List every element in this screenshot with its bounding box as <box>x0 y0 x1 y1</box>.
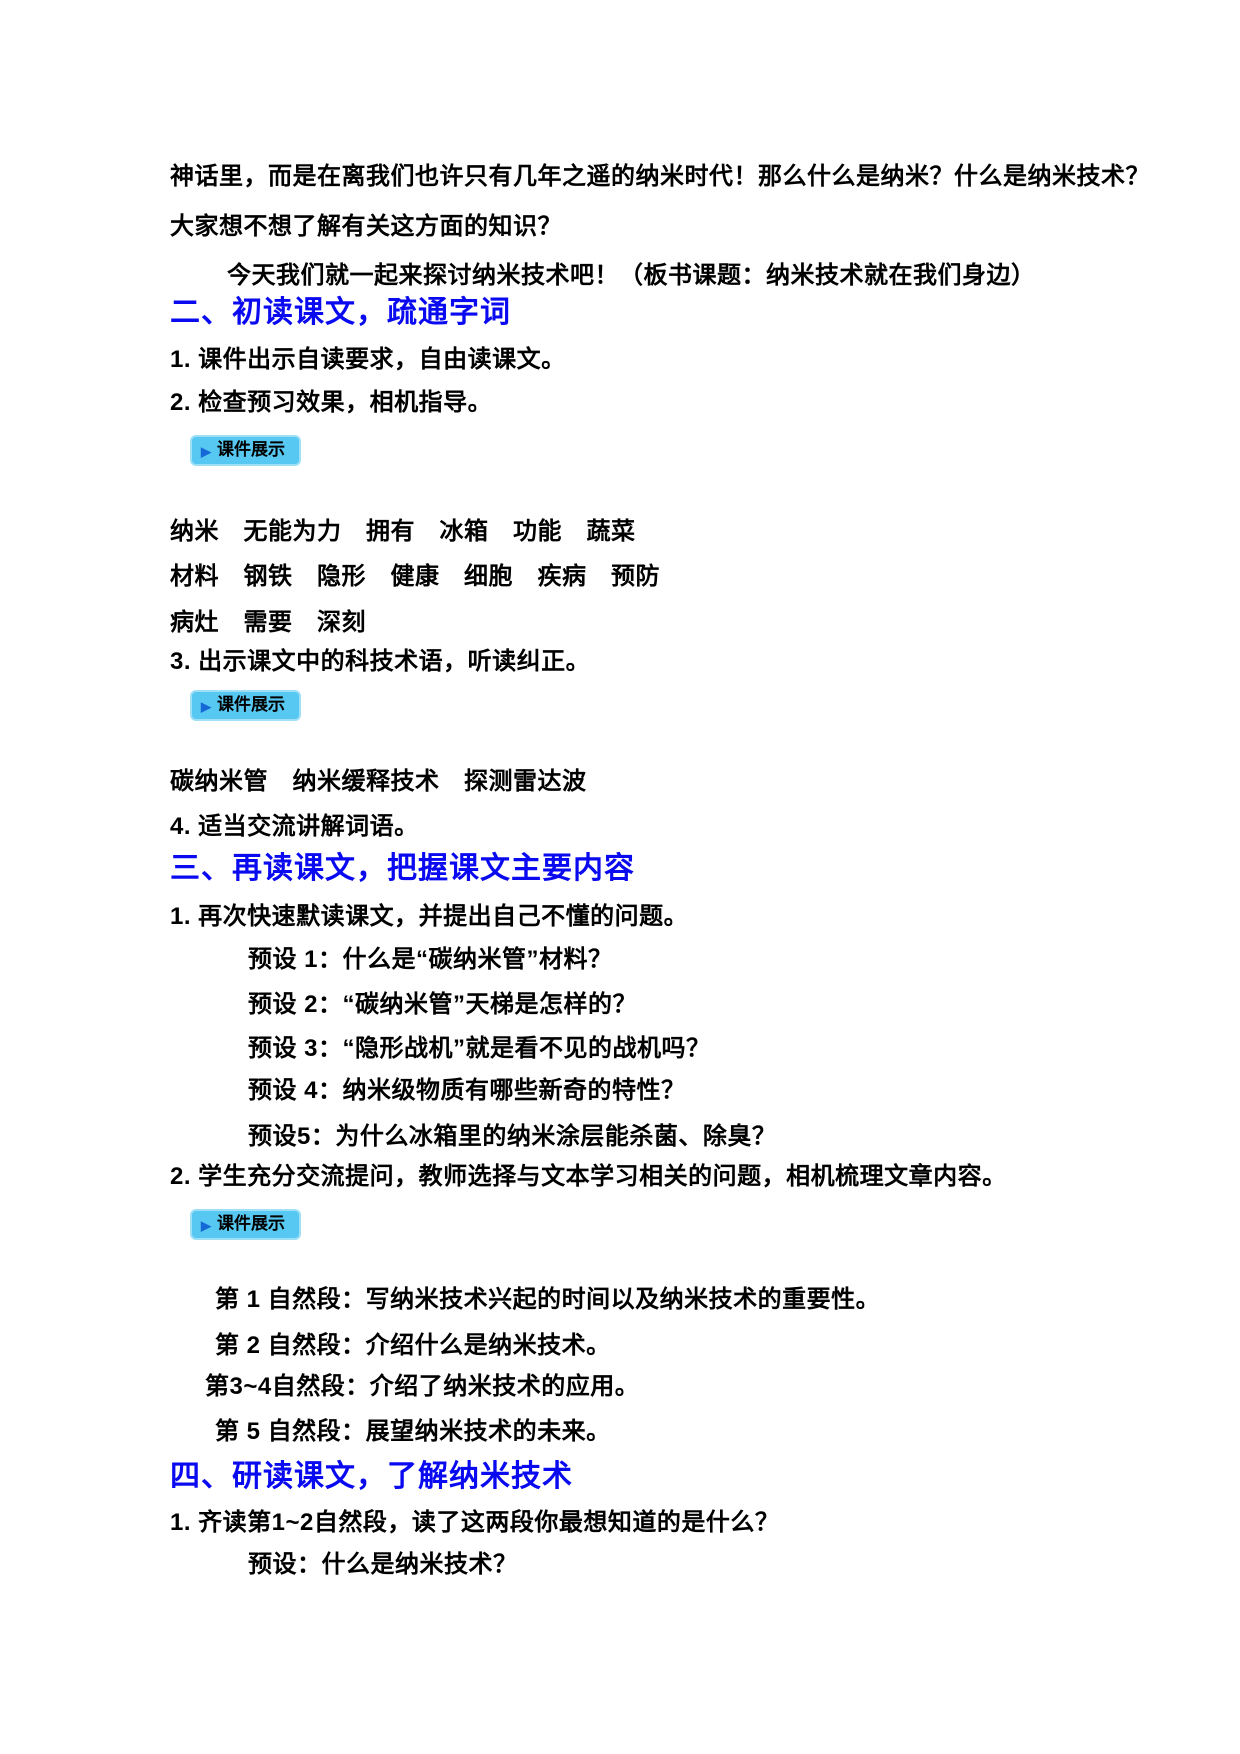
section-2-item-2: 2. 检查预习效果，相机指导。 <box>170 389 493 416</box>
segment-summary-2: 第 2 自然段：介绍什么是纳米技术。 <box>215 1332 611 1359</box>
segment-summary-3: 第3~4自然段：介绍了纳米技术的应用。 <box>205 1373 640 1400</box>
section-3-heading: 三、再读课文，把握课文主要内容 <box>170 852 635 885</box>
courseware-badge-label: 课件展示 <box>217 440 285 459</box>
segment-summary-4: 第 5 自然段：展望纳米技术的未来。 <box>215 1418 611 1445</box>
intro-line-1: 神话里，而是在离我们也许只有几年之遥的纳米时代！那么什么是纳米？什么是纳米技术？ <box>170 163 1150 190</box>
play-icon: ▶ <box>201 698 211 714</box>
word-row-1: 纳米 无能为力 拥有 冰箱 功能 蔬菜 <box>170 518 636 545</box>
section-3-item-1: 1. 再次快速默读课文，并提出自己不懂的问题。 <box>170 903 689 930</box>
tech-terms-row: 碳纳米管 纳米缓释技术 探测雷达波 <box>170 768 587 795</box>
section-2-item-3: 3. 出示课文中的科技术语，听读纠正。 <box>170 648 591 675</box>
section-2-heading: 二、初读课文，疏通字词 <box>170 296 511 329</box>
intro-line-3: 今天我们就一起来探讨纳米技术吧！（板书课题：纳米技术就在我们身边） <box>227 262 1036 289</box>
play-icon: ▶ <box>201 443 211 459</box>
play-icon: ▶ <box>201 1217 211 1233</box>
courseware-badge-1: ▶ 课件展示 <box>190 435 301 467</box>
word-row-2: 材料 钢铁 隐形 健康 细胞 疾病 预防 <box>170 563 660 590</box>
courseware-badge-label: 课件展示 <box>217 1214 285 1233</box>
section-4-heading: 四、研读课文，了解纳米技术 <box>170 1460 573 1493</box>
segment-summary-1: 第 1 自然段：写纳米技术兴起的时间以及纳米技术的重要性。 <box>215 1286 881 1313</box>
section-2-item-1: 1. 课件出示自读要求，自由读课文。 <box>170 346 566 373</box>
preset-2: 预设 2：“碳纳米管”天梯是怎样的？ <box>248 991 638 1018</box>
word-row-3: 病灶 需要 深刻 <box>170 609 366 636</box>
preset-1: 预设 1：什么是“碳纳米管”材料？ <box>248 946 613 973</box>
preset-5: 预设5：为什么冰箱里的纳米涂层能杀菌、除臭？ <box>248 1123 777 1150</box>
section-2-item-4: 4. 适当交流讲解词语。 <box>170 813 419 840</box>
preset-3: 预设 3：“隐形战机”就是看不见的战机吗？ <box>248 1035 711 1062</box>
courseware-badge-3: ▶ 课件展示 <box>190 1209 301 1241</box>
section-3-item-2: 2. 学生充分交流提问，教师选择与文本学习相关的问题，相机梳理文章内容。 <box>170 1163 1007 1190</box>
section-4-item-1: 1. 齐读第1~2自然段，读了这两段你最想知道的是什么？ <box>170 1509 780 1536</box>
courseware-badge-2: ▶ 课件展示 <box>190 690 301 722</box>
section-4-preset: 预设：什么是纳米技术？ <box>248 1551 518 1578</box>
courseware-badge-label: 课件展示 <box>217 695 285 714</box>
intro-line-2: 大家想不想了解有关这方面的知识？ <box>170 213 562 240</box>
preset-4: 预设 4：纳米级物质有哪些新奇的特性？ <box>248 1077 686 1104</box>
